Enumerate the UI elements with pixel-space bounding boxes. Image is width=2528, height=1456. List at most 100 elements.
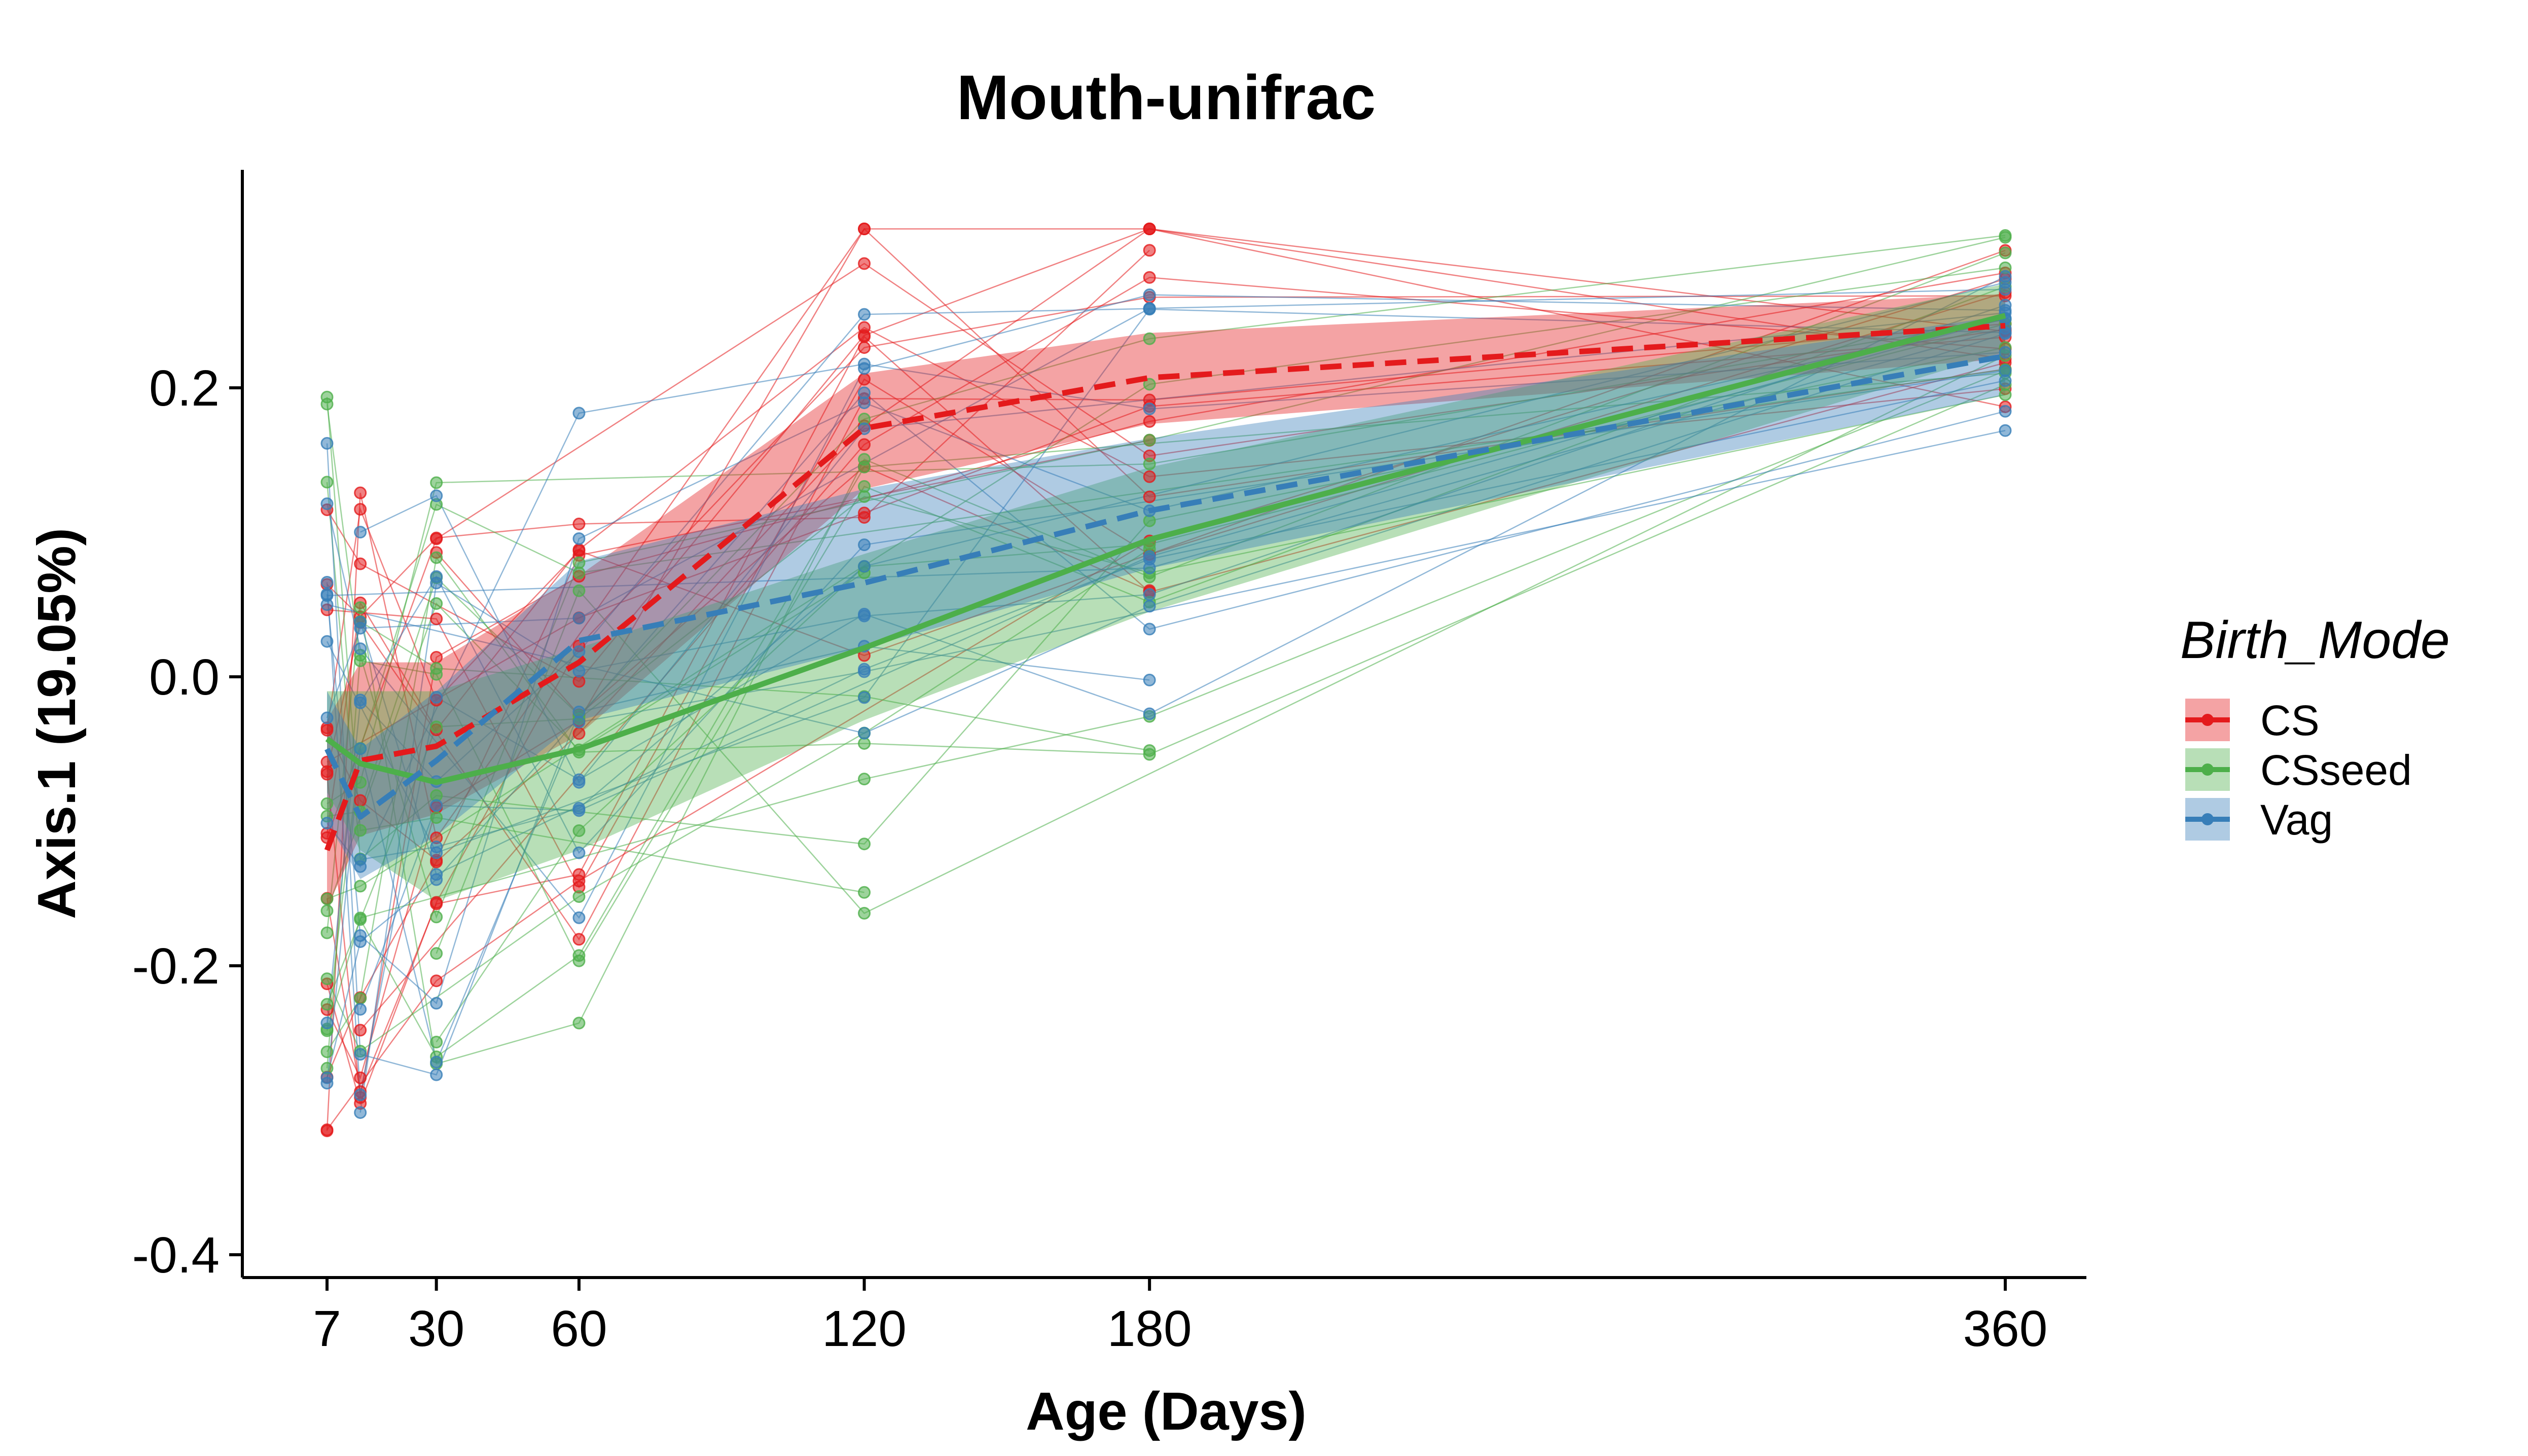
sample-point-CSseed	[320, 972, 334, 986]
sample-point-Vag	[354, 929, 367, 942]
y-tick-label: -0.2	[132, 938, 220, 995]
sample-point-Vag	[572, 645, 586, 658]
sample-point-Vag	[572, 715, 586, 729]
x-axis-title: Age (Days)	[1026, 1381, 1307, 1441]
sample-point-CSseed	[320, 797, 334, 810]
sample-point-Vag	[572, 911, 586, 924]
chart-title: Mouth-unifrac	[957, 63, 1376, 133]
mean-line-CSseed	[325, 313, 2006, 785]
sample-point-Vag	[572, 407, 586, 420]
sample-point-Vag	[858, 663, 871, 676]
sample-point-CS	[858, 329, 871, 342]
sample-point-CSseed	[430, 911, 443, 924]
trajectory-line-CS	[326, 228, 2006, 1131]
sample-point-Vag	[858, 357, 871, 371]
sample-point-CS	[572, 727, 586, 740]
sample-point-CSseed	[354, 601, 367, 614]
sample-point-CSseed	[430, 662, 443, 675]
sample-point-CSseed	[1999, 246, 2012, 260]
sample-point-Vag	[1999, 374, 2012, 387]
sample-point-CSseed	[858, 886, 871, 899]
sample-point-CSseed	[320, 904, 334, 918]
sample-point-Vag	[354, 1106, 367, 1119]
sample-point-Vag	[1999, 283, 2012, 296]
sample-point-CSseed	[354, 654, 367, 667]
sample-point-CSseed	[430, 476, 443, 489]
sample-point-CSseed	[430, 551, 443, 564]
sample-point-Vag	[1143, 403, 1156, 416]
sample-point-Vag	[354, 526, 367, 539]
sample-point-Vag	[320, 575, 334, 589]
sample-point-CSseed	[320, 1045, 334, 1059]
sample-point-Vag	[1143, 600, 1156, 613]
sample-point-Vag	[1143, 673, 1156, 686]
sample-point-Vag	[430, 570, 443, 583]
sample-point-CS	[354, 1024, 367, 1037]
sample-point-CSseed	[572, 824, 586, 837]
sample-point-CS	[572, 675, 586, 688]
sample-point-Vag	[354, 694, 367, 707]
sample-point-CSseed	[1999, 229, 2012, 242]
sample-point-Vag	[354, 742, 367, 755]
trajectory-line-CS	[326, 272, 2006, 1098]
sample-point-CS	[1143, 490, 1156, 503]
sample-point-CS	[858, 438, 871, 451]
sample-point-CS	[858, 223, 871, 235]
legend-label-CS: CS	[2260, 697, 2320, 744]
sample-point-Vag	[572, 802, 586, 815]
sample-point-CSseed	[430, 947, 443, 960]
x-axis-ticks: 7 30 60 120 180 360	[313, 1278, 2047, 1357]
sample-point-CS	[430, 532, 443, 545]
sample-point-Vag	[1143, 623, 1156, 636]
band-Vag	[327, 315, 2005, 879]
trajectory-line-CS	[326, 228, 2006, 682]
sample-point-CS	[1143, 271, 1156, 284]
sample-point-Vag	[858, 308, 871, 321]
sample-point-Vag	[354, 1048, 367, 1061]
sample-point-CSseed	[858, 480, 871, 493]
legend-label-CSseed: CSseed	[2260, 746, 2412, 794]
sample-point-CSseed	[572, 584, 586, 597]
x-tick-label: 180	[1107, 1300, 1192, 1357]
sample-point-Vag	[858, 560, 871, 573]
sample-point-CSseed	[354, 992, 367, 1005]
x-tick-label: 360	[1963, 1300, 2048, 1357]
subject-points	[320, 223, 2012, 1138]
sample-point-Vag	[858, 396, 871, 410]
sample-point-Vag	[354, 1088, 367, 1101]
trajectory-line-CS	[326, 249, 2006, 731]
sample-point-CSseed	[572, 566, 586, 579]
sample-point-Vag	[354, 642, 367, 656]
sample-point-Vag	[320, 437, 334, 450]
sample-point-CS	[858, 341, 871, 354]
sample-point-CSseed	[354, 824, 367, 837]
sample-point-CS	[858, 373, 871, 386]
sample-point-CS	[858, 257, 871, 270]
sample-point-Vag	[430, 997, 443, 1010]
sample-point-CS	[354, 557, 367, 570]
y-tick-label: -0.4	[132, 1227, 220, 1284]
trajectory-line-Vag	[326, 430, 2006, 1083]
sample-point-CSseed	[430, 1035, 443, 1048]
sample-point-CS	[354, 1071, 367, 1084]
sample-point-Vag	[430, 1055, 443, 1069]
sample-point-Vag	[320, 817, 334, 830]
sample-point-Vag	[1143, 588, 1156, 601]
x-tick-label: 120	[822, 1300, 907, 1357]
sample-point-Vag	[858, 726, 871, 740]
sample-point-Vag	[354, 1003, 367, 1016]
sample-point-Vag	[354, 853, 367, 866]
sample-point-Vag	[1999, 346, 2012, 359]
sample-point-CS	[1143, 244, 1156, 257]
sample-point-CS	[320, 768, 334, 781]
sample-point-CSseed	[320, 926, 334, 939]
sample-point-Vag	[572, 532, 586, 545]
sample-point-Vag	[430, 799, 443, 812]
sample-point-Vag	[858, 538, 871, 552]
legend-dot-CS	[2201, 714, 2214, 726]
x-tick-label: 60	[551, 1300, 607, 1357]
sample-point-CS	[354, 794, 367, 807]
sample-point-Vag	[1143, 288, 1156, 302]
sample-point-CS	[572, 518, 586, 531]
